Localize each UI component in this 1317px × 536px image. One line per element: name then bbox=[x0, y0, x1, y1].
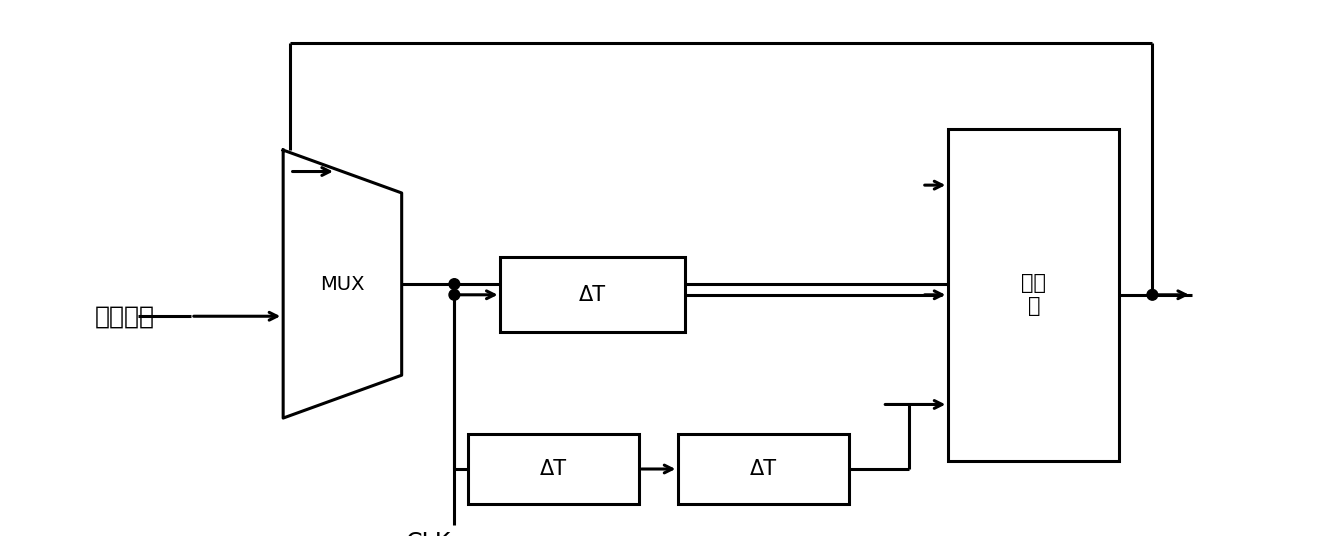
Text: 数据输入: 数据输入 bbox=[95, 304, 155, 328]
Text: MUX: MUX bbox=[320, 274, 365, 294]
Polygon shape bbox=[283, 150, 402, 418]
Text: ΔT: ΔT bbox=[540, 459, 566, 479]
Circle shape bbox=[449, 279, 460, 289]
Text: ΔT: ΔT bbox=[751, 459, 777, 479]
Text: 表决
器: 表决 器 bbox=[1022, 273, 1046, 316]
Bar bbox=[678, 434, 849, 504]
Circle shape bbox=[449, 289, 460, 300]
Text: ΔT: ΔT bbox=[579, 285, 606, 305]
Bar bbox=[500, 257, 685, 332]
Circle shape bbox=[1147, 289, 1158, 300]
Text: CLK: CLK bbox=[406, 531, 450, 536]
Bar bbox=[948, 129, 1119, 461]
Bar bbox=[468, 434, 639, 504]
